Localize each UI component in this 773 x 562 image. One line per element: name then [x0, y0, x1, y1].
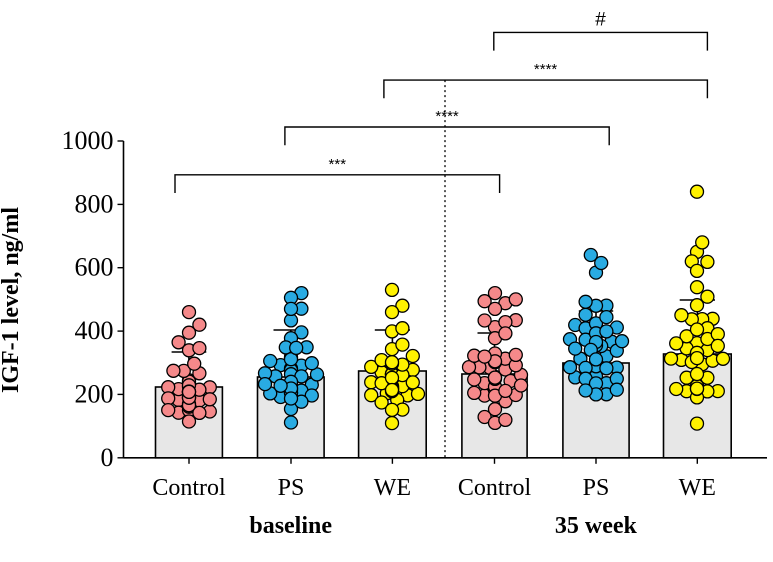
svg-text:1000: 1000 — [62, 126, 114, 155]
svg-text:IGF-1 level, ng/ml: IGF-1 level, ng/ml — [0, 207, 24, 393]
svg-text:Control: Control — [458, 475, 532, 501]
svg-text:****: **** — [534, 61, 558, 78]
svg-text:#: # — [595, 9, 606, 30]
svg-text:PS: PS — [583, 475, 610, 501]
svg-text:35 week: 35 week — [555, 513, 638, 539]
svg-text:200: 200 — [75, 379, 114, 408]
svg-text:****: **** — [435, 108, 459, 125]
svg-text:400: 400 — [75, 316, 114, 345]
svg-text:WE: WE — [374, 475, 411, 501]
svg-text:800: 800 — [75, 189, 114, 218]
svg-text:***: *** — [329, 156, 347, 173]
svg-text:Control: Control — [152, 475, 226, 501]
svg-text:0: 0 — [101, 443, 114, 472]
svg-text:600: 600 — [75, 253, 114, 282]
svg-text:baseline: baseline — [249, 513, 332, 539]
svg-text:PS: PS — [278, 475, 305, 501]
svg-text:WE: WE — [679, 475, 716, 501]
